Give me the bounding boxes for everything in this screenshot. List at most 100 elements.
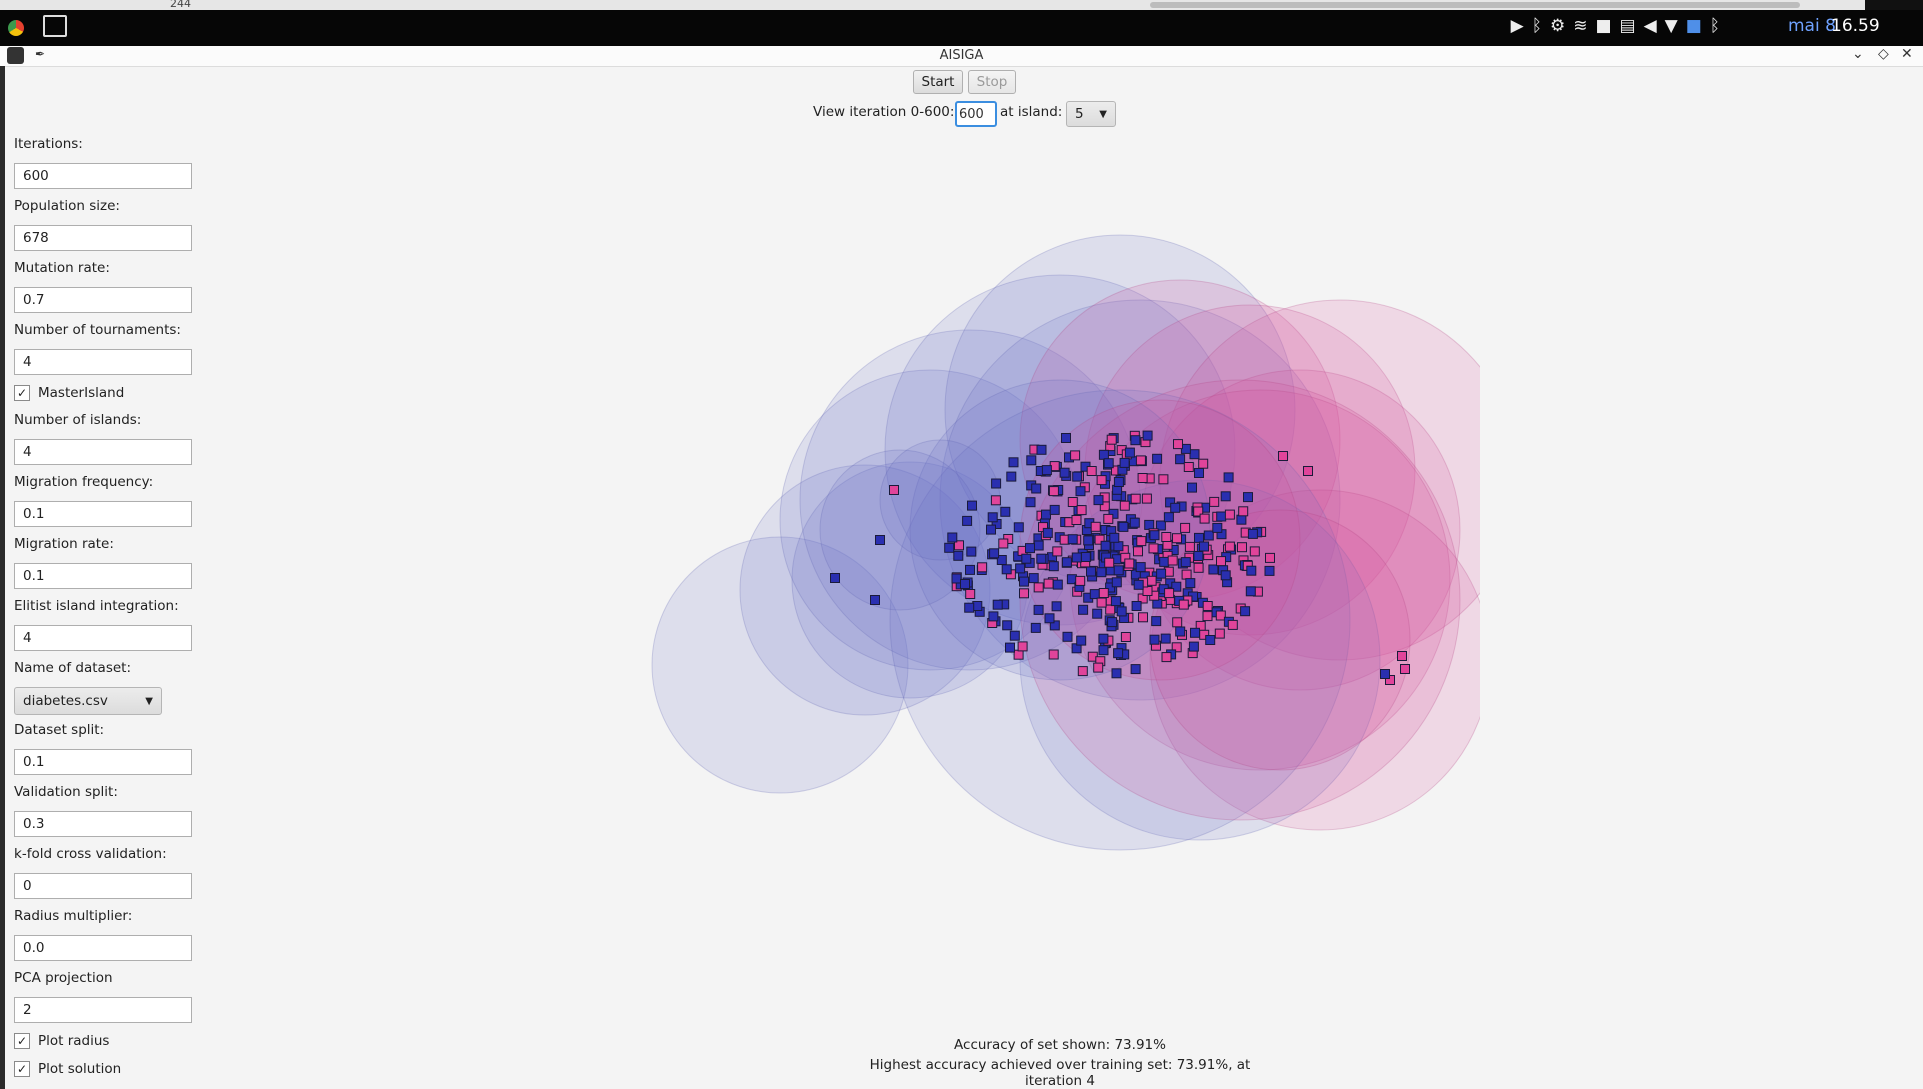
data-point-class-a bbox=[1203, 530, 1214, 541]
data-point-class-a bbox=[1044, 613, 1055, 624]
iterations-input[interactable] bbox=[14, 163, 192, 189]
data-point-class-b bbox=[1265, 552, 1275, 563]
population-size-input[interactable] bbox=[14, 225, 192, 251]
data-point-class-a bbox=[1036, 444, 1047, 455]
data-point-class-a bbox=[1072, 471, 1083, 482]
panel-date[interactable]: mai 8 bbox=[1788, 16, 1836, 36]
data-point-class-a bbox=[987, 512, 998, 523]
maximize-icon[interactable]: ◇ bbox=[1878, 46, 1889, 62]
num-islands-label: Number of islands: bbox=[14, 412, 142, 428]
data-point-class-a bbox=[1075, 486, 1086, 497]
mutation-rate-input[interactable] bbox=[14, 287, 192, 313]
checkmark-icon[interactable]: ✓ bbox=[14, 385, 30, 401]
data-point-class-a bbox=[1059, 467, 1070, 478]
data-point-class-a bbox=[1144, 519, 1155, 530]
data-point-class-a bbox=[1116, 606, 1127, 617]
stop-button[interactable]: Stop bbox=[968, 70, 1016, 94]
migration-rate-input[interactable] bbox=[14, 563, 192, 589]
data-point-class-a bbox=[1199, 541, 1209, 552]
data-point-class-b bbox=[1198, 458, 1209, 469]
kfold-input[interactable] bbox=[14, 873, 192, 899]
data-point-class-b bbox=[954, 540, 964, 551]
lock-icon[interactable]: ■ bbox=[1595, 16, 1620, 36]
data-point-class-a bbox=[1001, 564, 1012, 575]
browser-logo-icon[interactable] bbox=[8, 20, 24, 36]
validation-split-input[interactable] bbox=[14, 811, 192, 837]
app-icon[interactable] bbox=[7, 47, 24, 64]
data-point-class-b bbox=[1043, 578, 1054, 589]
wifi-icon[interactable]: ≋ bbox=[1573, 16, 1596, 36]
migration-frequency-input[interactable] bbox=[14, 501, 192, 527]
dataset-split-input[interactable] bbox=[14, 749, 192, 775]
data-point-class-a bbox=[1193, 551, 1204, 561]
pca-projection-input[interactable] bbox=[14, 997, 192, 1023]
data-point-class-b bbox=[1193, 506, 1204, 517]
dropdown-icon[interactable]: ▼ bbox=[1664, 16, 1686, 36]
master-island-checkbox[interactable]: ✓ MasterIsland bbox=[14, 385, 124, 401]
num-tournaments-input[interactable] bbox=[14, 349, 192, 375]
data-point-class-b bbox=[1141, 493, 1152, 504]
clipboard-icon[interactable]: ▤ bbox=[1619, 16, 1644, 36]
data-point-class-b bbox=[1017, 641, 1028, 652]
panel-time[interactable]: 16.59 bbox=[1831, 16, 1880, 36]
data-point-class-b bbox=[1397, 651, 1407, 661]
data-point-class-b bbox=[1227, 619, 1238, 630]
data-point-class-a bbox=[830, 573, 840, 583]
bluetooth-icon[interactable]: ᛒ bbox=[1709, 16, 1728, 36]
at-island-label: at island: bbox=[1000, 104, 1063, 120]
data-points bbox=[830, 430, 1410, 685]
dataset-select[interactable]: diabetes.csv ▼ bbox=[14, 687, 162, 715]
data-point-class-a bbox=[870, 595, 880, 605]
data-point-class-a bbox=[1149, 530, 1160, 541]
minimize-icon[interactable]: ⌄ bbox=[1852, 46, 1864, 62]
pin-icon[interactable]: ✒ bbox=[35, 47, 46, 61]
dataset-name-label: Name of dataset: bbox=[14, 660, 132, 676]
background-number: 244 bbox=[170, 0, 191, 10]
volume-icon[interactable]: ◀ bbox=[1643, 16, 1665, 36]
population-size-label: Population size: bbox=[14, 198, 120, 214]
elitist-island-input[interactable] bbox=[14, 625, 192, 651]
close-icon[interactable]: ✕ bbox=[1901, 46, 1913, 62]
radius-multiplier-input[interactable] bbox=[14, 935, 192, 961]
data-point-class-a bbox=[1105, 582, 1116, 593]
radius-circle bbox=[879, 439, 1001, 561]
data-point-class-b bbox=[1048, 649, 1059, 660]
data-point-class-b bbox=[1178, 599, 1189, 610]
window-list-icon[interactable] bbox=[43, 15, 67, 37]
data-point-class-b bbox=[1076, 505, 1087, 516]
bluetooth-icon[interactable]: ᛒ bbox=[1531, 16, 1550, 36]
data-point-class-b bbox=[1224, 541, 1235, 552]
data-point-class-a bbox=[960, 579, 970, 589]
data-point-class-a bbox=[1048, 561, 1059, 572]
chevron-down-icon: ▼ bbox=[145, 695, 153, 707]
data-point-class-a bbox=[1247, 528, 1258, 539]
data-point-class-a bbox=[1168, 545, 1179, 555]
radius-circle bbox=[739, 464, 991, 716]
plot-solution-label: Plot solution bbox=[38, 1061, 122, 1077]
data-point-class-b bbox=[1303, 466, 1313, 476]
data-point-class-b bbox=[1172, 533, 1182, 544]
data-point-class-a bbox=[1108, 508, 1119, 519]
num-islands-input[interactable] bbox=[14, 439, 192, 465]
play-icon[interactable]: ▶ bbox=[1510, 16, 1532, 36]
data-point-class-a bbox=[986, 524, 996, 535]
start-button[interactable]: Start bbox=[913, 70, 963, 94]
chevron-down-icon: ▼ bbox=[1099, 108, 1107, 120]
display-icon[interactable]: ■ bbox=[1685, 16, 1710, 36]
view-iteration-input[interactable] bbox=[955, 101, 997, 127]
data-point-class-a bbox=[1109, 532, 1120, 543]
network-icon[interactable]: ⚙ bbox=[1549, 16, 1574, 36]
plot-solution-checkbox[interactable]: ✓ Plot solution bbox=[14, 1061, 121, 1077]
data-point-class-a bbox=[1205, 635, 1216, 645]
iterations-label: Iterations: bbox=[14, 136, 83, 152]
view-iteration-label: View iteration 0-600: bbox=[813, 104, 955, 120]
checkmark-icon[interactable]: ✓ bbox=[14, 1033, 30, 1049]
checkmark-icon[interactable]: ✓ bbox=[14, 1061, 30, 1077]
data-point-class-a bbox=[989, 548, 1000, 559]
data-point-class-a bbox=[1236, 514, 1247, 525]
island-select[interactable]: 5 ▼ bbox=[1066, 101, 1116, 127]
data-point-class-b bbox=[1130, 493, 1141, 504]
data-point-class-b bbox=[1096, 475, 1107, 486]
data-point-class-a bbox=[1175, 626, 1186, 637]
plot-radius-checkbox[interactable]: ✓ Plot radius bbox=[14, 1033, 109, 1049]
